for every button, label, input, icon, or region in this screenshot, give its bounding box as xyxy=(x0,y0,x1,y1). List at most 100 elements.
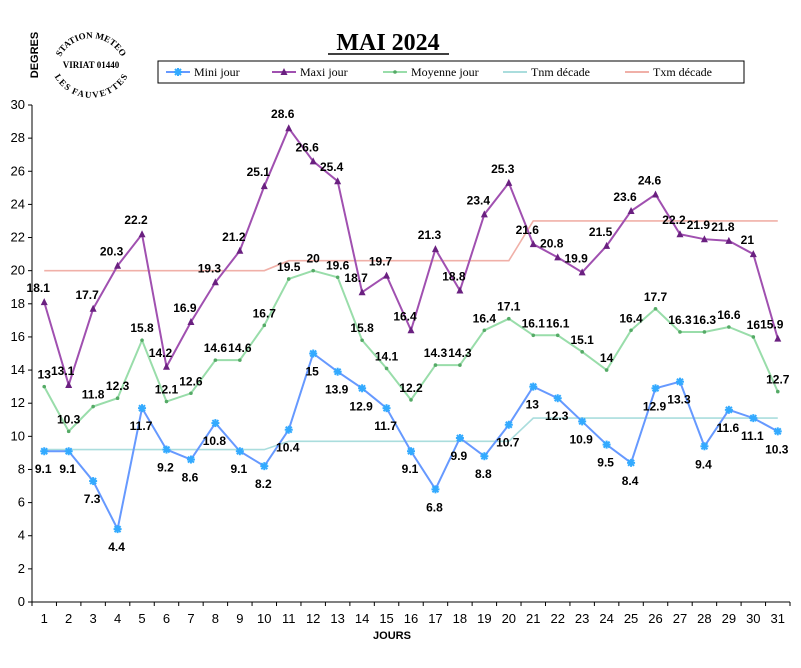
data-label-maxi: 13.1 xyxy=(51,364,75,378)
data-label-moyenne: 17.1 xyxy=(497,300,521,314)
data-point-mini xyxy=(162,445,171,454)
data-point-mini xyxy=(382,404,391,413)
data-label-moyenne: 13 xyxy=(38,368,52,382)
data-point-mini xyxy=(333,367,342,376)
data-point-maxi xyxy=(505,178,513,186)
x-tick-label: 25 xyxy=(624,611,638,626)
data-point-maxi xyxy=(334,177,342,185)
data-label-maxi: 14.2 xyxy=(149,346,173,360)
data-point-moyenne xyxy=(164,399,169,404)
data-point-moyenne xyxy=(458,363,462,367)
data-point-maxi xyxy=(236,246,244,254)
x-tick-label: 16 xyxy=(404,611,418,626)
data-label-mini: 9.1 xyxy=(35,462,52,476)
legend-label-txm: Txm décade xyxy=(653,65,712,79)
data-point-moyenne xyxy=(604,368,609,372)
data-label-mini: 8.6 xyxy=(182,471,199,485)
x-tick-label: 8 xyxy=(212,611,219,626)
data-label-moyenne: 14 xyxy=(600,351,614,365)
data-label-maxi: 15.9 xyxy=(760,318,784,332)
data-point-mini xyxy=(749,414,758,423)
data-point-mini xyxy=(700,442,709,451)
data-label-mini: 12.9 xyxy=(349,399,373,413)
data-point-moyenne xyxy=(66,429,71,434)
data-point-moyenne xyxy=(335,275,340,280)
data-label-mini: 10.7 xyxy=(496,436,520,450)
data-label-moyenne: 16.7 xyxy=(253,306,277,320)
x-tick-label: 2 xyxy=(65,611,72,626)
data-label-moyenne: 12.3 xyxy=(106,379,130,393)
data-label-maxi: 22.2 xyxy=(124,213,148,227)
data-label-moyenne: 10.3 xyxy=(57,412,81,426)
x-tick-label: 11 xyxy=(282,611,296,626)
data-label-maxi: 21.3 xyxy=(418,228,442,242)
x-tick-label: 1 xyxy=(41,611,48,626)
x-tick-label: 23 xyxy=(575,611,589,626)
data-label-mini: 9.1 xyxy=(230,462,247,476)
data-label-mini: 8.4 xyxy=(622,474,639,488)
legend-label-mini: Mini jour xyxy=(194,65,240,79)
data-label-mini: 9.5 xyxy=(597,456,614,470)
data-point-mini xyxy=(89,477,98,486)
data-point-mini xyxy=(553,394,562,403)
data-label-mini: 9.1 xyxy=(59,462,76,476)
data-point-moyenne xyxy=(238,358,242,362)
data-point-maxi xyxy=(162,362,170,370)
y-tick-label: 2 xyxy=(18,561,25,576)
stamp-middle-text: VIRIAT 01440 xyxy=(63,60,120,70)
data-point-mini xyxy=(773,427,782,436)
data-point-maxi xyxy=(529,240,537,248)
data-label-maxi: 18.1 xyxy=(27,281,51,295)
data-label-moyenne: 15.8 xyxy=(130,321,154,335)
legend-label-moyenne: Moyenne jour xyxy=(411,65,479,79)
stamp-top-text: STATION METEO xyxy=(54,30,129,58)
data-label-mini: 12.3 xyxy=(545,409,569,423)
data-label-maxi: 18.7 xyxy=(344,271,368,285)
y-tick-label: 20 xyxy=(11,263,25,278)
data-point-moyenne xyxy=(42,384,47,389)
y-tick-label: 22 xyxy=(11,230,25,245)
data-label-moyenne: 14.6 xyxy=(204,341,228,355)
data-point-moyenne xyxy=(775,389,780,394)
y-tick-label: 4 xyxy=(18,528,25,543)
data-point-mini xyxy=(138,404,147,413)
data-label-maxi: 23.4 xyxy=(467,193,491,207)
data-point-mini xyxy=(578,417,587,426)
data-label-mini: 13 xyxy=(526,398,540,412)
data-label-mini: 10.4 xyxy=(276,441,300,455)
data-point-maxi xyxy=(603,241,611,249)
data-label-moyenne: 15.1 xyxy=(570,333,594,347)
data-label-maxi: 20.8 xyxy=(540,236,564,250)
data-point-mini xyxy=(358,384,367,393)
legend-marker-maxi xyxy=(280,68,288,75)
data-point-mini xyxy=(64,447,73,456)
data-point-mini xyxy=(602,440,611,449)
y-tick-label: 16 xyxy=(11,329,25,344)
data-point-mini xyxy=(455,433,464,442)
data-label-moyenne: 19.5 xyxy=(277,260,301,274)
legend-box xyxy=(157,60,745,84)
x-tick-label: 28 xyxy=(697,611,711,626)
data-label-maxi: 24.6 xyxy=(638,173,662,187)
data-point-mini xyxy=(40,447,49,456)
station-stamp: STATION METEO VIRIAT 01440 LES FAUVETTES xyxy=(53,30,130,100)
x-tick-label: 30 xyxy=(746,611,760,626)
data-point-maxi xyxy=(138,230,146,238)
y-tick-label: 10 xyxy=(11,428,25,443)
data-point-maxi xyxy=(65,380,73,388)
data-point-mini xyxy=(284,425,293,434)
data-point-maxi xyxy=(260,182,268,190)
y-tick-label: 30 xyxy=(11,97,25,112)
data-point-mini xyxy=(211,419,220,428)
data-point-moyenne xyxy=(580,350,584,354)
x-tick-label: 14 xyxy=(355,611,369,626)
data-label-maxi: 28.6 xyxy=(271,107,295,121)
data-point-moyenne xyxy=(262,323,267,328)
data-point-moyenne xyxy=(286,277,291,281)
data-label-mini: 4.4 xyxy=(108,540,125,554)
y-tick-label: 24 xyxy=(11,196,25,211)
data-label-maxi: 21.6 xyxy=(516,223,540,237)
data-label-mini: 10.3 xyxy=(765,442,789,456)
data-label-mini: 7.3 xyxy=(84,492,101,506)
